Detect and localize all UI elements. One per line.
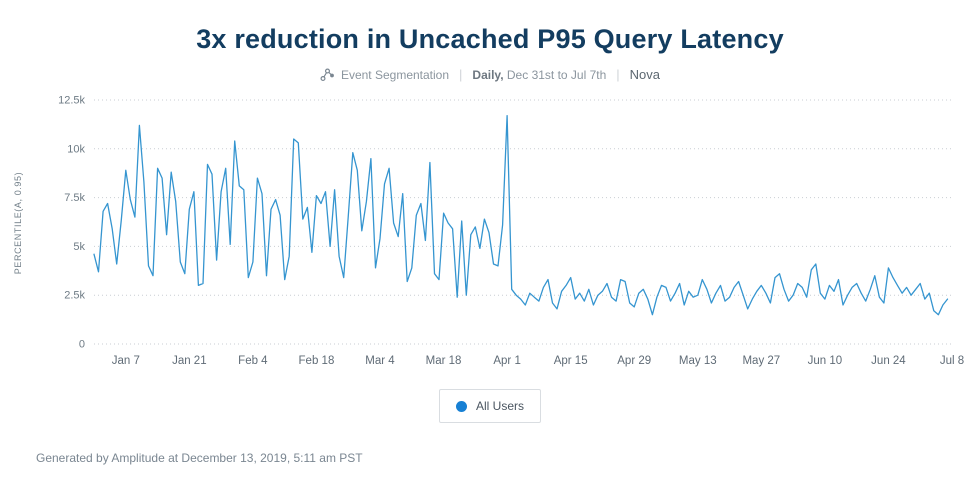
y-tick-label: 5k (73, 241, 85, 253)
date-range-label: Dec 31st to Jul 7th (506, 67, 607, 82)
series-color-dot (455, 400, 467, 412)
subtitle-separator: | (459, 67, 463, 82)
event-segmentation-icon (320, 67, 335, 82)
subtitle-separator: | (616, 67, 620, 82)
chart-subtitle: Event Segmentation | Daily, Dec 31st to … (0, 67, 980, 82)
generated-by-footer: Generated by Amplitude at December 13, 2… (36, 451, 363, 465)
x-tick-label: Jan 7 (112, 355, 140, 367)
x-tick-label: Jul 8 (940, 355, 964, 367)
y-axis-label: PERCENTILE(A, 0.95) (13, 171, 23, 275)
chart-type-label: Event Segmentation (340, 67, 450, 82)
x-tick-label: Apr 29 (617, 355, 651, 367)
legend: All Users (0, 389, 980, 423)
x-tick-label: Jun 24 (871, 355, 906, 367)
series-line-all-users[interactable] (93, 114, 949, 316)
x-tick-label: Mar 4 (365, 355, 395, 367)
x-tick-label: Jun 10 (808, 355, 843, 367)
legend-label: All Users (475, 399, 524, 413)
y-tick-label: 0 (79, 339, 85, 351)
y-tick-label: 7.5k (64, 192, 85, 204)
x-tick-label: Apr 15 (554, 355, 588, 367)
report-header: 3x reduction in Uncached P95 Query Laten… (0, 0, 980, 82)
chart-area: PERCENTILE(A, 0.95) 0 2.5k 5k 7.5k 10k 12.5k J… (0, 90, 980, 377)
x-tick-label: May 27 (742, 355, 780, 367)
x-tick-label: Feb 18 (299, 355, 335, 367)
x-tick-label: Apr 1 (493, 355, 520, 367)
project-label: Nova (629, 67, 661, 82)
x-tick-label: May 13 (679, 355, 717, 367)
y-tick-label: 10k (67, 143, 85, 155)
x-tick-label: Mar 18 (426, 355, 462, 367)
date-range: Daily, Dec 31st to Jul 7th (472, 68, 606, 82)
x-tick-label: Feb 4 (238, 355, 268, 367)
latency-line-chart[interactable]: 0 2.5k 5k 7.5k 10k 12.5k Jan 7 Jan 21 Feb 4 Feb 1… (36, 90, 966, 372)
chart-title: 3x reduction in Uncached P95 Query Laten… (196, 24, 784, 54)
interval-label: Daily, (472, 67, 504, 82)
y-tick-label: 2.5k (64, 290, 85, 302)
y-tick-label: 12.5k (58, 95, 85, 107)
x-tick-label: Jan 21 (172, 355, 207, 367)
legend-item-all-users[interactable]: All Users (438, 389, 541, 423)
